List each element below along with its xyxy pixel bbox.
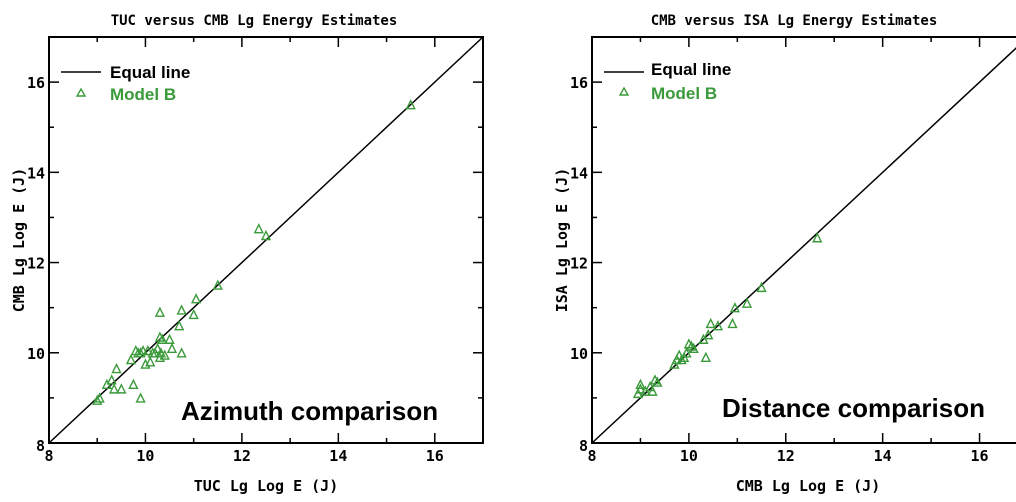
data-point bbox=[681, 347, 692, 358]
data-point bbox=[176, 304, 187, 315]
data-point bbox=[128, 378, 139, 390]
x-tick-label: 12 bbox=[233, 447, 251, 465]
y-axis-label: CMB Lg Log E (J) bbox=[10, 168, 28, 313]
data-point bbox=[688, 342, 699, 353]
x-axis-label: TUC Lg Log E (J) bbox=[194, 477, 339, 495]
x-tick-label: 8 bbox=[44, 447, 53, 465]
data-point bbox=[260, 229, 272, 241]
x-axis-label: CMB Lg Log E (J) bbox=[736, 477, 881, 495]
plot-frame bbox=[48, 36, 484, 444]
axis-ticks bbox=[591, 36, 981, 444]
y-tick-label: 14 bbox=[570, 164, 588, 182]
annotation-text: Azimuth comparison bbox=[181, 396, 438, 426]
data-point bbox=[190, 293, 202, 304]
x-tick-label: 10 bbox=[680, 447, 698, 465]
y-axis-label: ISA Lg Log E (J) bbox=[553, 168, 571, 313]
data-point bbox=[727, 317, 738, 329]
x-tick-label: 16 bbox=[426, 447, 444, 465]
x-tick-label: 14 bbox=[874, 447, 892, 465]
data-point bbox=[154, 306, 166, 317]
data-point bbox=[405, 99, 416, 110]
axis-tick-labels: 8 10 12 14 16 8 10 12 14 16 bbox=[570, 74, 989, 465]
chart-title: CMB versus ISA Lg Energy Estimates bbox=[651, 13, 938, 29]
axis-tick-labels: 8 10 12 14 16 8 10 12 14 16 bbox=[27, 74, 444, 465]
data-point bbox=[111, 363, 122, 374]
annotation-text: Distance comparison bbox=[722, 393, 985, 423]
data-point bbox=[142, 344, 153, 356]
data-point bbox=[152, 342, 163, 353]
y-tick-label: 16 bbox=[570, 74, 588, 92]
data-point bbox=[92, 394, 103, 405]
legend: Equal line Model B bbox=[61, 63, 190, 104]
data-point bbox=[756, 281, 767, 293]
y-tick-label: 16 bbox=[27, 74, 45, 92]
data-point bbox=[159, 349, 170, 360]
legend-model-b-label: Model B bbox=[651, 84, 717, 103]
x-tick-label: 10 bbox=[136, 447, 154, 465]
y-tick-label: 8 bbox=[579, 437, 588, 455]
x-tick-label: 8 bbox=[587, 447, 596, 465]
panel-tuc-vs-cmb: TUC versus CMB Lg Energy Estimates TUC L… bbox=[10, 13, 484, 495]
data-point bbox=[729, 302, 741, 313]
data-point bbox=[166, 342, 178, 353]
legend-model-b-marker bbox=[618, 86, 630, 96]
data-point bbox=[712, 320, 724, 331]
model-b-points bbox=[92, 99, 416, 405]
data-point bbox=[647, 385, 658, 396]
data-point bbox=[741, 297, 753, 308]
axis-ticks bbox=[48, 36, 484, 444]
data-point bbox=[652, 376, 663, 387]
plot-frame bbox=[591, 36, 1016, 444]
data-point bbox=[812, 232, 823, 243]
data-point bbox=[700, 351, 711, 362]
data-point bbox=[188, 308, 199, 320]
data-point bbox=[94, 392, 105, 403]
panel-cmb-vs-isa: CMB versus ISA Lg Energy Estimates CMB L… bbox=[553, 13, 1016, 495]
equal-line bbox=[591, 47, 1016, 444]
data-point bbox=[703, 329, 714, 340]
data-point bbox=[253, 223, 264, 234]
legend: Equal line Model B bbox=[604, 60, 731, 103]
data-point bbox=[212, 279, 223, 290]
data-point bbox=[157, 333, 168, 344]
data-point bbox=[137, 344, 149, 356]
legend-model-b-marker bbox=[75, 87, 87, 97]
data-point bbox=[174, 320, 185, 331]
x-tick-label: 12 bbox=[777, 447, 795, 465]
data-point bbox=[108, 383, 120, 394]
legend-equal-line-label: Equal line bbox=[651, 60, 731, 79]
x-tick-label: 16 bbox=[971, 447, 989, 465]
y-tick-label: 14 bbox=[27, 164, 45, 182]
data-point bbox=[635, 378, 646, 390]
data-point bbox=[164, 333, 175, 344]
legend-model-b-label: Model B bbox=[110, 85, 176, 104]
data-point bbox=[676, 353, 687, 365]
data-point bbox=[135, 347, 146, 358]
data-point bbox=[145, 356, 156, 367]
y-tick-label: 10 bbox=[27, 345, 45, 363]
data-point bbox=[155, 347, 167, 358]
data-point bbox=[106, 374, 117, 385]
model-b-points bbox=[632, 232, 823, 399]
legend-equal-line-label: Equal line bbox=[110, 63, 190, 82]
y-tick-label: 8 bbox=[36, 437, 45, 455]
data-point bbox=[705, 317, 716, 329]
y-tick-label: 12 bbox=[27, 255, 45, 273]
data-point bbox=[135, 392, 146, 403]
chart-title: TUC versus CMB Lg Energy Estimates bbox=[111, 13, 398, 29]
x-tick-label: 14 bbox=[329, 447, 347, 465]
y-tick-label: 12 bbox=[570, 255, 588, 273]
y-tick-label: 10 bbox=[570, 345, 588, 363]
data-point bbox=[125, 353, 137, 365]
data-point bbox=[116, 383, 127, 394]
data-point bbox=[176, 347, 187, 358]
